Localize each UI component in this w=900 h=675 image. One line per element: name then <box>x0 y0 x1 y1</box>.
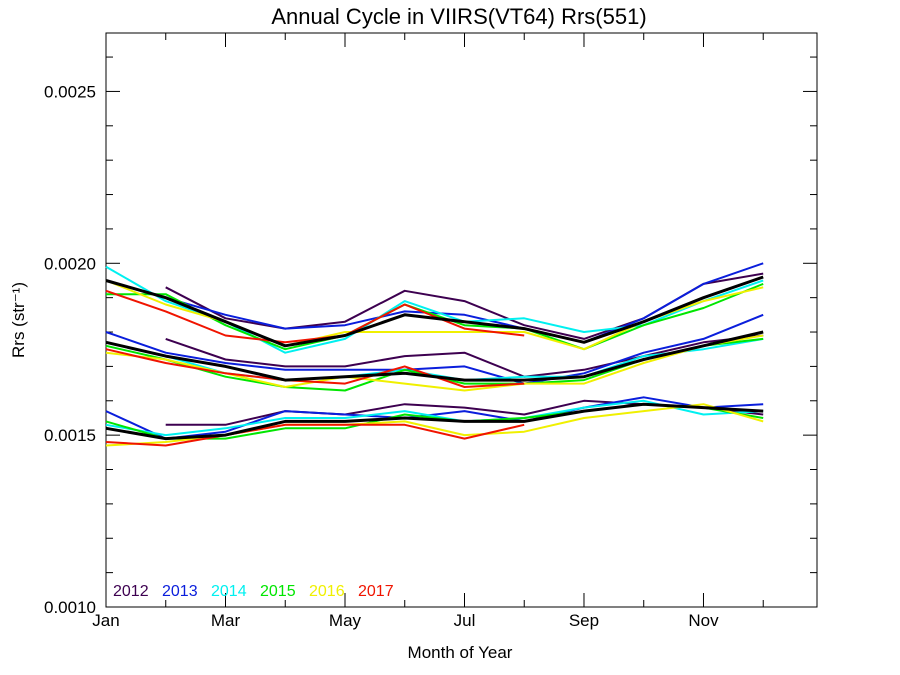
series-line-2013-lower <box>105 396 764 440</box>
series-line-2017-upper <box>105 289 525 344</box>
plot-frame <box>105 32 818 608</box>
y-axis-title: Rrs (str⁻¹) <box>9 282 28 358</box>
y-tick-label: 0.0020 <box>44 254 96 273</box>
x-tick-label: Jan <box>92 611 119 630</box>
mean-line-middle <box>105 330 764 382</box>
x-tick-label: Nov <box>688 611 719 630</box>
y-tick-label: 0.0010 <box>44 598 96 617</box>
legend-entry-2017: 2017 <box>358 583 394 600</box>
y-tick-label: 0.0015 <box>44 426 96 445</box>
x-tick-label: Sep <box>569 611 599 630</box>
series-line-2015-middle <box>105 337 764 392</box>
series-line-2012-middle <box>165 334 764 378</box>
series-line-2017-lower <box>105 423 525 447</box>
chart-title: Annual Cycle in VIIRS(VT64) Rrs(551) <box>271 4 646 29</box>
legend-entry-2013: 2013 <box>162 583 198 600</box>
axis-ticks <box>105 33 817 608</box>
x-tick-label: Mar <box>211 611 241 630</box>
legend-entry-2012: 2012 <box>113 583 149 600</box>
legend: 2012 2013 2014 2015 2016 2017 <box>113 583 394 600</box>
legend-entry-2016: 2016 <box>309 583 345 600</box>
y-tick-label: 0.0025 <box>44 82 96 101</box>
y-tick-labels: 0.0010 0.0015 0.0020 0.0025 <box>44 82 96 617</box>
mean-line-lower <box>105 402 764 441</box>
legend-entry-2014: 2014 <box>211 583 247 600</box>
mean-line-upper <box>105 275 764 348</box>
series-line-2013-upper <box>105 262 764 344</box>
series-line-2017-middle <box>105 348 525 388</box>
legend-entry-2015: 2015 <box>260 583 296 600</box>
series-line-2014-lower <box>105 399 764 437</box>
series-line-2013-middle <box>105 313 764 385</box>
x-tick-labels: Jan Mar May Jul Sep Nov <box>92 611 719 630</box>
x-tick-label: May <box>329 611 362 630</box>
series-line-2015-upper <box>106 282 764 351</box>
series-lines <box>105 262 764 447</box>
x-axis-title: Month of Year <box>408 643 513 662</box>
x-tick-label: Jul <box>454 611 476 630</box>
